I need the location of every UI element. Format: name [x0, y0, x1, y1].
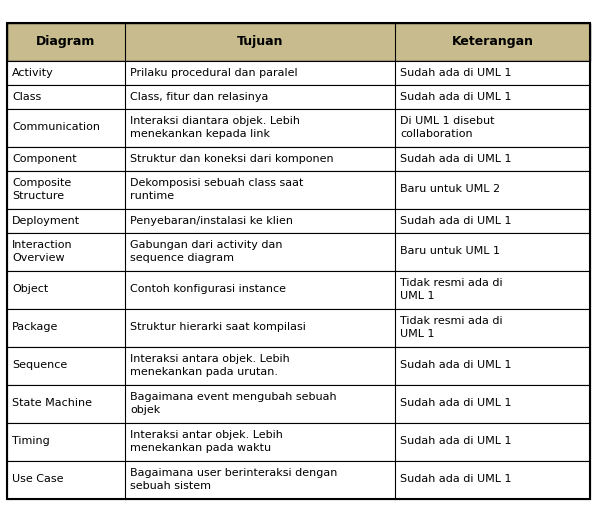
Text: Dekomposisi sebuah class saat: Dekomposisi sebuah class saat: [130, 177, 303, 187]
Text: Struktur hierarki saat kompilasi: Struktur hierarki saat kompilasi: [130, 322, 306, 333]
Text: Sudah ada di UML 1: Sudah ada di UML 1: [400, 399, 512, 408]
Text: Interaksi antar objek. Lebih: Interaksi antar objek. Lebih: [130, 430, 283, 440]
Text: sebuah sistem: sebuah sistem: [130, 482, 211, 491]
Text: Baru untuk UML 1: Baru untuk UML 1: [400, 247, 500, 256]
Text: menekankan kepada link: menekankan kepada link: [130, 129, 270, 140]
Text: Use Case: Use Case: [12, 474, 63, 485]
Text: Contoh konfigurasi instance: Contoh konfigurasi instance: [130, 284, 286, 294]
Text: Diagram: Diagram: [36, 35, 96, 48]
Text: Gabungan dari activity dan: Gabungan dari activity dan: [130, 240, 282, 250]
Text: Sudah ada di UML 1: Sudah ada di UML 1: [400, 215, 512, 225]
Text: collaboration: collaboration: [400, 129, 473, 140]
Bar: [7, 347, 590, 385]
Text: Tidak resmi ada di: Tidak resmi ada di: [400, 316, 503, 325]
Text: sequence diagram: sequence diagram: [130, 253, 234, 264]
Text: Bagaimana event mengubah sebuah: Bagaimana event mengubah sebuah: [130, 391, 337, 402]
Text: Deployment: Deployment: [12, 215, 80, 225]
Text: Structure: Structure: [12, 192, 64, 201]
Text: Prilaku procedural dan paralel: Prilaku procedural dan paralel: [130, 67, 298, 77]
Text: Object: Object: [12, 284, 48, 294]
Text: objek: objek: [130, 405, 160, 415]
Text: Sudah ada di UML 1: Sudah ada di UML 1: [400, 91, 512, 102]
Text: Penyebaran/instalasi ke klien: Penyebaran/instalasi ke klien: [130, 215, 293, 225]
Bar: [7, 460, 590, 499]
Text: Overview: Overview: [12, 253, 64, 264]
Text: Communication: Communication: [12, 122, 100, 132]
Text: menekankan pada urutan.: menekankan pada urutan.: [130, 367, 278, 377]
Text: Tidak resmi ada di: Tidak resmi ada di: [400, 278, 503, 288]
Bar: [7, 61, 590, 85]
Text: Composite: Composite: [12, 177, 71, 187]
Text: Timing: Timing: [12, 436, 50, 446]
Bar: [7, 422, 590, 460]
Text: Tujuan: Tujuan: [237, 35, 283, 48]
Text: Interaksi diantara objek. Lebih: Interaksi diantara objek. Lebih: [130, 116, 300, 126]
Bar: [7, 385, 590, 422]
Text: Interaction: Interaction: [12, 240, 73, 250]
Text: UML 1: UML 1: [400, 330, 435, 339]
Text: Sudah ada di UML 1: Sudah ada di UML 1: [400, 67, 512, 77]
Text: Struktur dan koneksi dari komponen: Struktur dan koneksi dari komponen: [130, 154, 334, 163]
Text: Baru untuk UML 2: Baru untuk UML 2: [400, 184, 500, 195]
Text: Package: Package: [12, 322, 59, 333]
Text: Class: Class: [12, 91, 41, 102]
Text: Sequence: Sequence: [12, 361, 67, 371]
Text: Component: Component: [12, 154, 76, 163]
Bar: [7, 108, 590, 146]
Text: runtime: runtime: [130, 192, 174, 201]
Text: Bagaimana user berinteraksi dengan: Bagaimana user berinteraksi dengan: [130, 468, 337, 477]
Text: Di UML 1 disebut: Di UML 1 disebut: [400, 116, 494, 126]
Bar: [7, 233, 590, 270]
Text: menekankan pada waktu: menekankan pada waktu: [130, 443, 271, 454]
Bar: [7, 85, 590, 108]
Text: Activity: Activity: [12, 67, 54, 77]
Bar: [7, 308, 590, 347]
Bar: [7, 146, 590, 171]
Bar: [7, 171, 590, 209]
Bar: [7, 209, 590, 233]
Bar: [7, 22, 590, 61]
Text: Sudah ada di UML 1: Sudah ada di UML 1: [400, 474, 512, 485]
Text: Sudah ada di UML 1: Sudah ada di UML 1: [400, 361, 512, 371]
Text: Sudah ada di UML 1: Sudah ada di UML 1: [400, 154, 512, 163]
Text: UML 1: UML 1: [400, 292, 435, 302]
Text: Keterangan: Keterangan: [451, 35, 534, 48]
Text: Class, fitur dan relasinya: Class, fitur dan relasinya: [130, 91, 269, 102]
Text: State Machine: State Machine: [12, 399, 92, 408]
Bar: [7, 270, 590, 308]
Text: Sudah ada di UML 1: Sudah ada di UML 1: [400, 436, 512, 446]
Text: Interaksi antara objek. Lebih: Interaksi antara objek. Lebih: [130, 353, 290, 363]
